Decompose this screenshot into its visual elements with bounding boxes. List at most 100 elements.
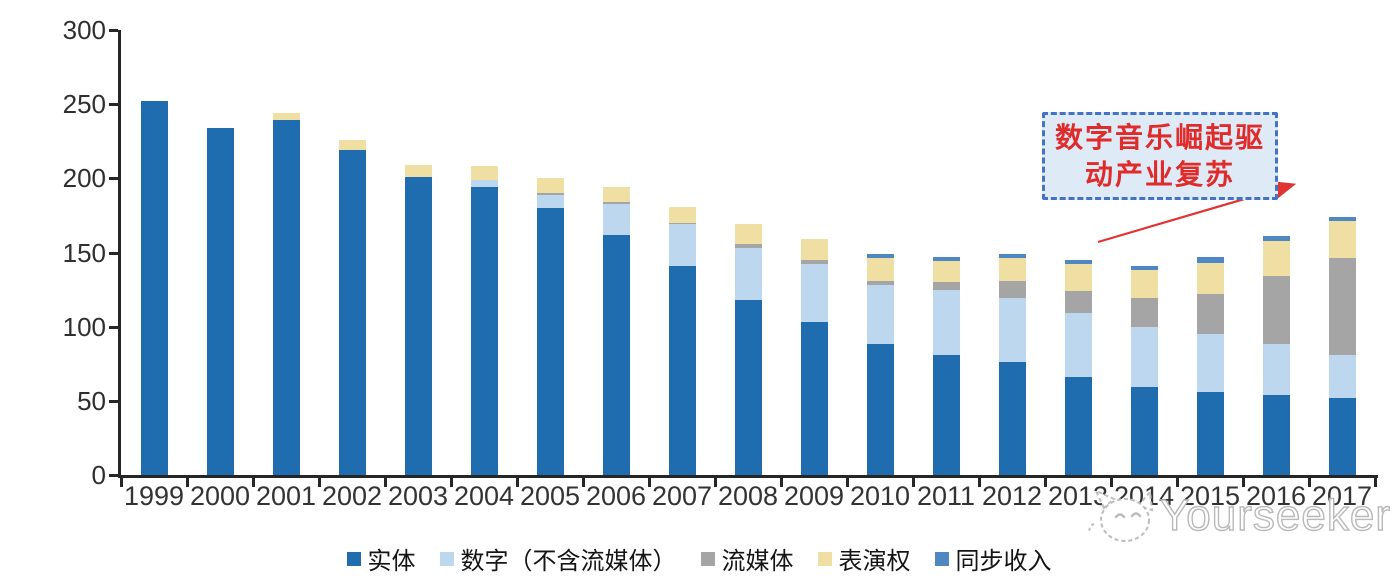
x-axis-tick xyxy=(119,476,123,487)
bar-segment xyxy=(1262,240,1290,277)
x-axis-tick xyxy=(1175,476,1179,487)
x-axis-tick xyxy=(581,476,585,487)
bar-segment xyxy=(470,179,498,188)
bar-segment xyxy=(866,253,894,259)
bar-segment xyxy=(800,322,828,475)
x-axis-tick xyxy=(779,476,783,487)
legend-label: 流媒体 xyxy=(721,548,794,575)
x-axis-tick xyxy=(713,476,717,487)
bar-1999 xyxy=(140,101,168,475)
legend-swatch xyxy=(817,551,832,566)
x-axis-tick xyxy=(383,476,387,487)
x-axis-tick xyxy=(1373,476,1377,487)
bar-segment xyxy=(998,298,1026,363)
y-axis-tick-label: 50 xyxy=(77,385,106,416)
x-axis-tick-label: 2013 xyxy=(1047,481,1109,511)
bar-segment xyxy=(1196,262,1224,294)
bar-segment xyxy=(536,178,564,194)
x-axis-tick xyxy=(1241,476,1245,487)
annotation-box: 数字音乐崛起驱 动产业复苏 xyxy=(1042,112,1278,200)
bar-segment xyxy=(1064,264,1092,292)
x-axis-tick-label: 2008 xyxy=(717,481,779,511)
bar-segment xyxy=(470,187,498,475)
bar-segment xyxy=(998,253,1026,259)
bar-segment xyxy=(404,176,432,475)
bar-segment xyxy=(932,282,960,290)
bar-segment xyxy=(1064,313,1092,378)
bar-segment xyxy=(800,264,828,323)
bar-segment xyxy=(536,193,564,195)
bar-2010 xyxy=(866,253,894,475)
annotation-text-line1: 数字音乐崛起驱 xyxy=(1054,122,1265,153)
bar-2011 xyxy=(932,256,960,475)
bar-segment xyxy=(932,354,960,475)
bar-segment xyxy=(140,101,168,475)
legend-item-4: 同步收入 xyxy=(934,541,1052,576)
bar-2012 xyxy=(998,253,1026,475)
y-axis-tick xyxy=(109,29,118,32)
bar-segment xyxy=(866,344,894,475)
bar-segment xyxy=(932,261,960,283)
bar-segment xyxy=(866,285,894,345)
bar-segment xyxy=(734,299,762,475)
x-axis-tick-label: 2012 xyxy=(981,481,1043,511)
legend-swatch xyxy=(346,551,361,566)
bar-segment xyxy=(1328,258,1356,355)
legend: 实体 数字（不含流媒体） 流媒体 表演权 同步收入 xyxy=(0,541,1398,576)
y-axis-tick xyxy=(109,399,118,403)
y-axis-line xyxy=(118,30,121,478)
bar-segment xyxy=(1064,377,1092,475)
y-axis-tick-label: 0 xyxy=(91,460,106,490)
x-axis-tick xyxy=(911,476,915,487)
bar-segment xyxy=(1064,259,1092,265)
y-axis-tick-label: 200 xyxy=(62,163,106,194)
x-axis-tick-label: 2016 xyxy=(1245,481,1307,511)
annotation-text-line2: 动产业复苏 xyxy=(1084,159,1235,190)
bar-2001 xyxy=(272,113,300,475)
x-axis-tick-label: 2001 xyxy=(255,481,317,511)
bar-2009 xyxy=(800,239,828,475)
bar-segment xyxy=(602,234,630,475)
x-axis-tick-label: 2010 xyxy=(849,481,911,511)
bar-2000 xyxy=(206,127,234,475)
bar-segment xyxy=(1262,394,1290,475)
legend-item-0: 实体 xyxy=(346,541,416,576)
bar-segment xyxy=(1328,397,1356,475)
x-axis-tick xyxy=(449,476,453,487)
bar-segment xyxy=(668,222,696,225)
x-axis-tick xyxy=(251,476,255,487)
bar-segment xyxy=(1130,387,1158,475)
bar-segment xyxy=(470,166,498,180)
x-axis-tick-label: 2002 xyxy=(321,481,383,511)
x-axis-tick xyxy=(977,476,981,487)
legend-label: 数字（不含流媒体） xyxy=(460,548,677,575)
bar-segment xyxy=(1328,221,1356,259)
bar-segment xyxy=(800,259,828,265)
legend-swatch xyxy=(439,551,454,566)
bar-segment xyxy=(866,258,894,281)
bar-segment xyxy=(1064,291,1092,314)
x-axis-tick-label: 2006 xyxy=(585,481,647,511)
bar-2005 xyxy=(536,178,564,475)
legend-label: 同步收入 xyxy=(955,548,1052,575)
y-axis-tick xyxy=(109,103,118,107)
legend-item-3: 表演权 xyxy=(817,541,911,576)
bar-2016 xyxy=(1262,236,1290,475)
y-axis-tick-label: 100 xyxy=(62,311,106,342)
bar-segment xyxy=(536,207,564,475)
x-axis-tick xyxy=(845,476,849,487)
bar-segment xyxy=(338,150,366,475)
bar-segment xyxy=(734,243,762,249)
x-axis-tick-label: 2011 xyxy=(916,481,976,511)
legend-label: 表演权 xyxy=(838,548,911,575)
bar-segment xyxy=(602,203,630,235)
bar-2002 xyxy=(338,139,366,475)
bar-segment xyxy=(932,289,960,355)
y-axis-tick-label: 250 xyxy=(62,89,106,120)
y-axis-tick xyxy=(109,474,118,477)
bar-segment xyxy=(668,206,696,223)
legend-item-2: 流媒体 xyxy=(700,541,794,576)
x-axis-tick xyxy=(1307,476,1311,487)
y-axis-tick-label: 150 xyxy=(62,237,106,268)
